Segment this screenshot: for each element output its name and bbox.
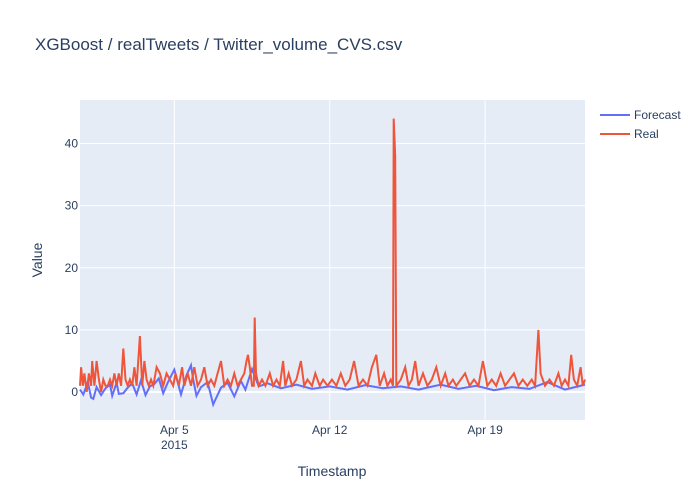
chart-title: XGBoost / realTweets / Twitter_volume_CV…: [35, 35, 403, 54]
y-tick-label: 30: [65, 199, 79, 213]
y-tick-label: 0: [71, 385, 78, 399]
x-tick-label: Apr 5: [160, 423, 189, 437]
y-axis-title: Value: [29, 242, 45, 277]
y-tick-label: 40: [65, 136, 79, 150]
y-tick-label: 20: [65, 261, 79, 275]
x-tick-label: Apr 12: [312, 423, 348, 437]
x-tick-label: Apr 19: [467, 423, 503, 437]
legend-forecast-label: Forecast: [634, 108, 681, 122]
y-tick-label: 10: [65, 323, 79, 337]
x-axis-title: Timestamp: [298, 463, 367, 479]
legend-real-label: Real: [634, 127, 659, 141]
x-tick-sublabel: 2015: [161, 438, 188, 452]
